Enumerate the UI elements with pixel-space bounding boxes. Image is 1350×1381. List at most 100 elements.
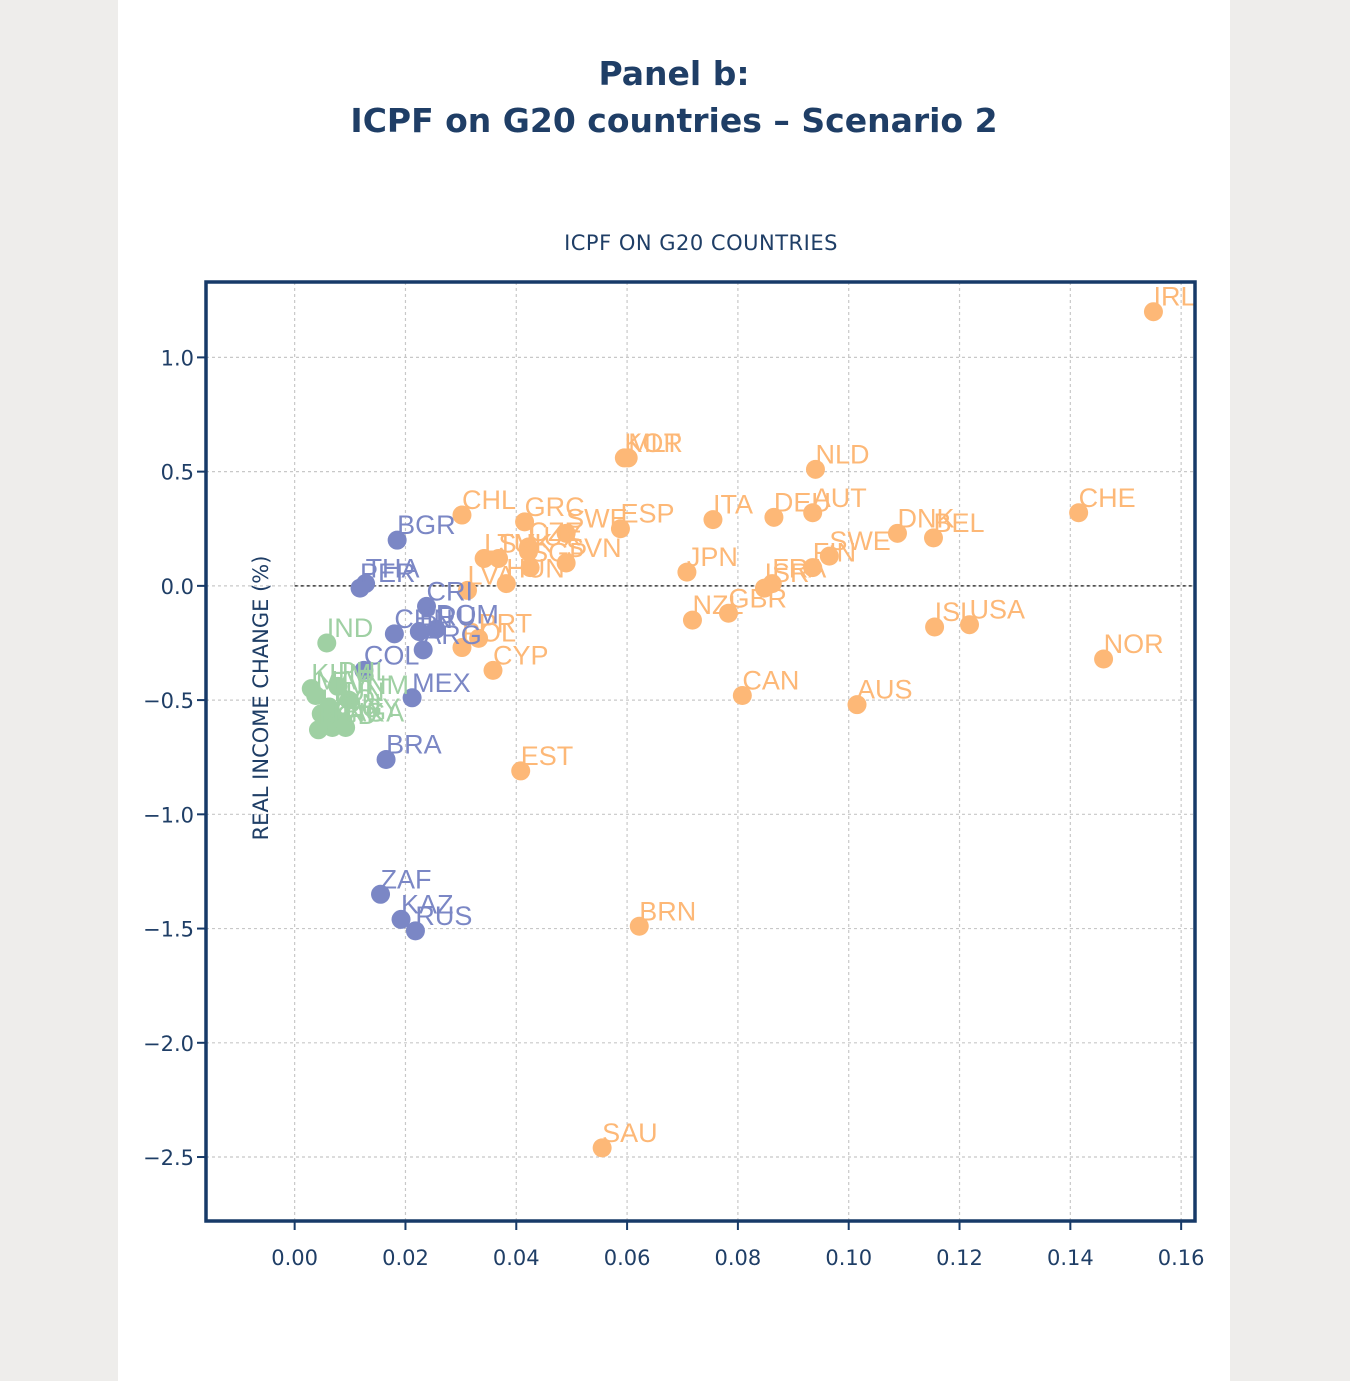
data-point xyxy=(887,523,907,543)
data-point xyxy=(718,603,738,623)
point-label: BRA xyxy=(386,729,442,759)
data-point xyxy=(556,523,576,543)
data-point xyxy=(391,909,411,929)
data-point xyxy=(306,686,326,706)
data-point xyxy=(1069,503,1089,523)
x-tick-label: 0.14 xyxy=(1047,1246,1094,1270)
data-point xyxy=(732,686,752,706)
y-tick-label: 1.0 xyxy=(161,346,194,370)
point-label: RUS xyxy=(415,901,472,931)
point-label: ARG xyxy=(423,620,482,650)
data-point xyxy=(384,624,404,644)
data-points xyxy=(301,302,1163,1158)
data-point xyxy=(629,916,649,936)
point-label: MAR xyxy=(316,666,376,696)
point-label: TUN xyxy=(329,677,385,707)
point-label: LVA xyxy=(468,560,515,590)
data-point xyxy=(308,720,328,740)
data-point xyxy=(923,528,943,548)
data-point xyxy=(682,610,702,630)
point-label: FIN xyxy=(813,538,857,568)
point-label: BGD xyxy=(318,700,377,730)
x-tick-label: 0.00 xyxy=(271,1246,318,1270)
data-point xyxy=(703,510,723,530)
data-point xyxy=(496,574,516,594)
x-tick-label: 0.10 xyxy=(825,1246,872,1270)
point-label: LAO xyxy=(321,684,375,714)
point-label: LTU xyxy=(484,528,533,558)
y-axis-label: REAL INCOME CHANGE (%) xyxy=(249,556,273,841)
point-label: FRA xyxy=(772,554,826,584)
point-label: AUS xyxy=(857,675,913,705)
point-label: VNM xyxy=(349,670,409,700)
data-point xyxy=(417,596,437,616)
point-label: ITA xyxy=(713,490,753,520)
point-label: USA xyxy=(969,595,1025,625)
axis-ticks: 0.00 0.02 0.04 0.06 0.08 0.10 0.12 0.14 0.16 1.0 0… xyxy=(143,346,1205,1270)
point-label: ISR xyxy=(764,558,809,588)
point-label: PHL xyxy=(338,656,391,686)
data-point xyxy=(489,548,509,568)
point-label: POL xyxy=(462,618,516,648)
data-point xyxy=(426,619,446,639)
point-label: JPN xyxy=(687,542,738,572)
x-tick-label: 0.06 xyxy=(604,1246,651,1270)
y-tick-label: 0.0 xyxy=(161,575,194,599)
data-point xyxy=(618,448,638,468)
point-label: CHN xyxy=(394,604,453,634)
point-label: GRC xyxy=(525,492,585,522)
data-point xyxy=(311,704,331,724)
data-point xyxy=(483,660,503,680)
data-point xyxy=(371,884,391,904)
point-label: MLT xyxy=(628,428,680,458)
data-point xyxy=(764,507,784,527)
data-point xyxy=(803,503,823,523)
data-point xyxy=(469,628,489,648)
point-label: PER xyxy=(360,558,416,588)
plot-frame xyxy=(204,280,1197,1223)
data-point xyxy=(556,553,576,573)
point-label: BGR xyxy=(397,510,456,540)
point-label: KHM xyxy=(311,659,371,689)
data-point xyxy=(925,617,945,637)
data-point xyxy=(402,688,422,708)
point-label: KAZ xyxy=(401,889,454,919)
data-point xyxy=(405,921,425,941)
data-point xyxy=(803,558,823,578)
point-label: BRN xyxy=(639,896,696,926)
x-tick-label: 0.08 xyxy=(715,1246,762,1270)
point-label: SGP xyxy=(530,538,587,568)
point-label: NOR xyxy=(1104,629,1164,659)
data-point xyxy=(511,761,531,781)
chart-title: ICPF ON G20 COUNTRIES xyxy=(564,231,838,255)
point-label: LUX xyxy=(528,522,581,552)
point-label: SVN xyxy=(566,533,622,563)
point-label: THA xyxy=(366,554,420,584)
point-label: NLD xyxy=(815,439,869,469)
point-label: SWE xyxy=(566,503,628,533)
y-tick-label: −0.5 xyxy=(143,689,194,713)
point-label: IND xyxy=(327,613,374,643)
y-tick-label: −1.5 xyxy=(143,918,194,942)
data-point xyxy=(317,633,337,653)
point-label: DEU xyxy=(774,487,831,517)
data-point xyxy=(354,660,374,680)
point-label: GBR xyxy=(728,583,787,613)
data-point xyxy=(474,548,494,568)
data-point xyxy=(847,695,867,715)
y-tick-label: −2.5 xyxy=(143,1146,194,1170)
point-label: CYP xyxy=(493,640,549,670)
point-label: ESP xyxy=(620,499,674,529)
grid xyxy=(206,282,1195,1221)
point-label: AUT xyxy=(813,483,867,513)
point-label: IDN xyxy=(335,688,382,718)
data-point xyxy=(805,459,825,479)
point-label: EGY xyxy=(343,693,400,723)
panel-title: ICPF on G20 countries – Scenario 2 xyxy=(350,101,998,140)
data-point xyxy=(452,505,472,525)
x-tick-label: 0.02 xyxy=(382,1246,429,1270)
data-point xyxy=(350,578,370,598)
data-point xyxy=(458,580,478,600)
